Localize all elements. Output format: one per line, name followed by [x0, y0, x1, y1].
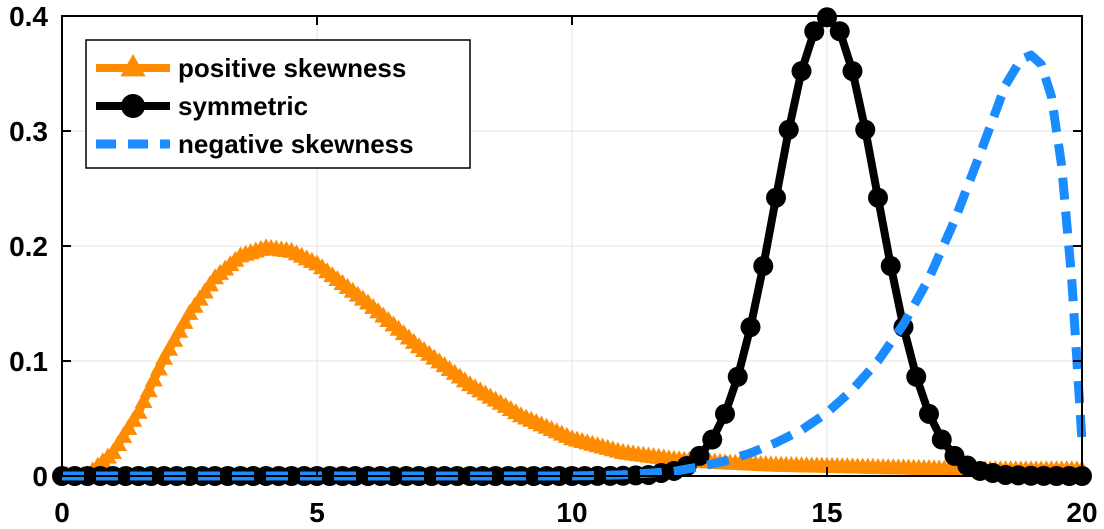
series-marker [170, 321, 189, 338]
axis-ticks: 0 5 10 15 20 0 0.1 0.2 0.3 0.4 [9, 1, 1098, 528]
series-marker [165, 330, 184, 347]
series-marker [689, 445, 710, 466]
y-tick-label: 0.2 [9, 231, 48, 262]
series-marker [702, 429, 723, 450]
series-marker [778, 119, 799, 140]
series-marker [868, 187, 888, 208]
series-marker [880, 256, 901, 277]
series-marker [109, 434, 128, 451]
series-marker [906, 366, 927, 387]
y-tick-label: 0.3 [9, 116, 48, 147]
series-marker [766, 187, 786, 208]
legend-label: symmetric [178, 91, 308, 121]
series-marker [753, 256, 774, 277]
legend: positive skewness symmetric negative skewn… [85, 39, 471, 169]
legend-label: positive skewness [178, 53, 406, 83]
series-marker [919, 403, 939, 424]
series-marker [139, 381, 158, 398]
series-marker [931, 429, 952, 450]
legend-marker [120, 54, 146, 77]
series-marker [134, 391, 153, 408]
series-marker [114, 426, 133, 443]
x-tick-label: 10 [556, 497, 587, 528]
series-marker [175, 312, 194, 329]
series-marker [160, 339, 179, 356]
series-marker [149, 359, 168, 376]
series-marker [740, 317, 761, 338]
y-tick-label: 0.1 [9, 346, 48, 377]
series-marker [715, 403, 735, 424]
series-marker [855, 119, 876, 140]
series-marker [104, 443, 122, 459]
legend-label: negative skewness [178, 129, 414, 159]
series-marker [155, 348, 173, 365]
series-marker [727, 366, 748, 387]
series-marker [804, 21, 825, 42]
series-marker [842, 61, 863, 82]
series-marker [129, 402, 148, 419]
y-tick-label: 0 [32, 461, 48, 492]
legend-marker [121, 94, 145, 118]
x-tick-label: 20 [1066, 497, 1097, 528]
x-tick-label: 15 [811, 497, 842, 528]
series-marker [829, 21, 850, 42]
series-marker [144, 370, 163, 387]
x-tick-label: 5 [309, 497, 325, 528]
series-marker [119, 418, 138, 435]
series-marker [791, 61, 812, 82]
x-tick-label: 0 [54, 497, 70, 528]
series-marker [124, 410, 143, 427]
y-tick-label: 0.4 [9, 1, 48, 32]
